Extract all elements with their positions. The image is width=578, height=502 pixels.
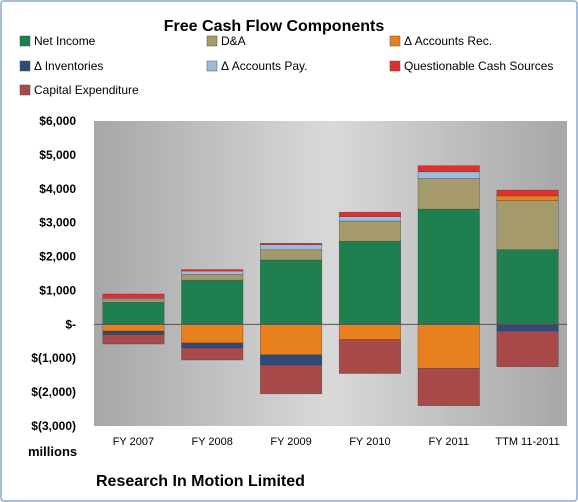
y-tick-label: $(2,000) xyxy=(31,385,76,399)
y-tick-label: $6,000 xyxy=(39,114,76,128)
bar-segment-inventories xyxy=(496,323,559,332)
legend-swatch-questionable-cash-sources xyxy=(389,60,401,72)
y-tick-label: $- xyxy=(65,317,76,331)
legend-label-d-a: D&A xyxy=(221,34,246,48)
y-tick-label: $4,000 xyxy=(39,182,76,196)
bar-segment-d-a xyxy=(417,178,480,210)
x-category-label: FY 2011 xyxy=(429,436,470,448)
y-tick-label: $5,000 xyxy=(39,148,76,162)
legend-swatch-inventories xyxy=(19,60,31,72)
x-axis-categories: FY 2007 FY 2008 FY 2009 FY 2010 FY 2011 TTM 1… xyxy=(113,436,560,448)
bar-segment-accounts-pay xyxy=(417,171,480,179)
x-category-label: FY 2007 xyxy=(113,436,154,448)
bar-segment-inventories xyxy=(102,330,165,335)
legend-label-capital-expenditure: Capital Expenditure xyxy=(34,83,139,97)
legend-swatch-net-income xyxy=(19,35,31,47)
bar-segment-questionable-cash-sources xyxy=(496,189,559,197)
bar-segment-d-a xyxy=(338,220,402,242)
y-tick-label: $3,000 xyxy=(39,216,76,230)
bar-segment-accounts-rec xyxy=(102,323,165,332)
y-tick-label: $1,000 xyxy=(39,283,76,297)
bar-segment-accounts-rec xyxy=(181,323,244,344)
bar-segment-capital-expenditure xyxy=(102,334,165,345)
bar-segment-net-income xyxy=(496,249,559,325)
bar-segment-accounts-pay xyxy=(338,216,402,222)
bar-segment-accounts-rec xyxy=(496,195,559,201)
bar-segment-questionable-cash-sources xyxy=(417,165,480,173)
bar-segment-inventories xyxy=(259,354,323,366)
bars xyxy=(102,165,559,406)
bar-segment-capital-expenditure xyxy=(496,330,559,368)
y-tick-label: $(3,000) xyxy=(31,419,76,433)
x-category-label: FY 2009 xyxy=(270,436,311,448)
bar-segment-questionable-cash-sources xyxy=(259,243,323,246)
legend-label-questionable-cash-sources: Questionable Cash Sources xyxy=(404,59,553,73)
legend-swatch-capital-expenditure xyxy=(19,84,31,96)
y-tick-label: $2,000 xyxy=(39,250,76,264)
bar-segment-accounts-pay xyxy=(259,244,323,251)
bar-segment-capital-expenditure xyxy=(338,339,402,374)
bar-segment-d-a xyxy=(181,273,244,281)
bar-segment-net-income xyxy=(259,259,323,325)
plot-area xyxy=(94,121,567,426)
bar-segment-net-income xyxy=(181,279,244,325)
bar-segment-net-income xyxy=(338,241,402,325)
legend-swatch-accounts-rec xyxy=(389,35,401,47)
chart-title: Free Cash Flow Components xyxy=(164,18,385,35)
bar-segment-inventories xyxy=(181,342,244,349)
bar-segment-d-a xyxy=(102,299,165,303)
bar-segment-questionable-cash-sources xyxy=(102,293,165,299)
bar-segment-capital-expenditure xyxy=(259,364,323,395)
bar-segment-accounts-rec xyxy=(417,323,480,369)
y-axis-label: millions xyxy=(28,444,77,459)
bar-segment-accounts-rec xyxy=(259,323,323,356)
legend-label-net-income: Net Income xyxy=(34,34,96,48)
bar-segment-accounts-rec xyxy=(338,323,402,340)
legend-label-accounts-pay: Δ Accounts Pay. xyxy=(221,59,308,73)
legend-label-accounts-rec: Δ Accounts Rec. xyxy=(404,34,492,48)
company-name: Research In Motion Limited xyxy=(96,473,305,490)
x-category-label: FY 2010 xyxy=(349,436,390,448)
bar-segment-capital-expenditure xyxy=(417,368,480,406)
legend-label-inventories: Δ Inventories xyxy=(34,59,103,73)
bar-segment-capital-expenditure xyxy=(181,347,244,361)
bar-segment-accounts-pay xyxy=(181,270,244,275)
bar-segment-d-a xyxy=(259,249,323,261)
bar-segment-questionable-cash-sources xyxy=(181,269,244,272)
bar-segment-net-income xyxy=(102,301,165,325)
legend-swatch-d-a xyxy=(206,35,218,47)
x-category-label: TTM 11-2011 xyxy=(495,436,559,448)
x-category-label: FY 2008 xyxy=(192,436,233,448)
y-tick-label: $(1,000) xyxy=(31,351,76,365)
legend-swatch-accounts-pay xyxy=(206,60,218,72)
bar-segment-net-income xyxy=(417,208,480,325)
bar-segment-d-a xyxy=(496,200,559,251)
y-axis-ticks: $(3,000) $(2,000) $(1,000) $- $1,000 $2,000 $3… xyxy=(31,114,76,433)
legend: Net Income D&A Δ Accounts Rec. Δ Inventorie… xyxy=(19,34,553,97)
bar-segment-questionable-cash-sources xyxy=(338,211,402,217)
